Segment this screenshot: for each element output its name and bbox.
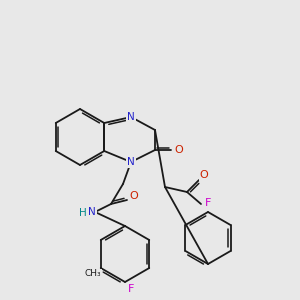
Text: F: F bbox=[205, 198, 211, 208]
Text: N: N bbox=[127, 157, 135, 167]
Text: H: H bbox=[79, 208, 87, 218]
Text: O: O bbox=[175, 145, 183, 155]
Text: N: N bbox=[88, 207, 96, 217]
Text: F: F bbox=[128, 284, 134, 294]
Text: CH₃: CH₃ bbox=[84, 269, 101, 278]
Text: O: O bbox=[200, 170, 208, 180]
Text: O: O bbox=[130, 191, 138, 201]
Text: N: N bbox=[127, 112, 135, 122]
